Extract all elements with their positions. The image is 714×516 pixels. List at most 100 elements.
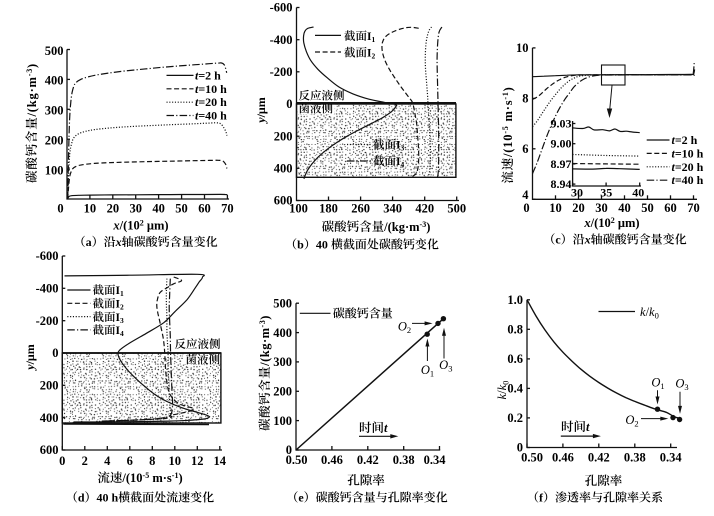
svg-text:k/k0: k/k0 <box>495 381 511 400</box>
svg-text:4: 4 <box>522 188 529 202</box>
svg-text:0.42: 0.42 <box>357 453 379 467</box>
svg-text:0.2: 0.2 <box>507 411 523 425</box>
svg-text:600: 600 <box>274 194 293 208</box>
svg-text:0.38: 0.38 <box>624 451 646 465</box>
svg-text:0.6: 0.6 <box>507 352 523 366</box>
svg-text:流速/(10-5 m·s-1): 流速/(10-5 m·s-1) <box>498 86 516 183</box>
svg-text:30: 30 <box>129 202 142 216</box>
svg-text:0.8: 0.8 <box>507 323 523 337</box>
svg-text:t=2 h: t=2 h <box>672 133 698 147</box>
svg-text:600: 600 <box>40 443 59 457</box>
svg-text:200: 200 <box>274 129 293 143</box>
svg-text:碳酸钙含量/(kg·m-3): 碳酸钙含量/(kg·m-3) <box>322 217 431 235</box>
svg-text:-200: -200 <box>270 65 293 79</box>
svg-text:100: 100 <box>273 414 292 428</box>
svg-text:70: 70 <box>687 201 700 215</box>
svg-text:t=40 h: t=40 h <box>195 109 227 123</box>
svg-text:60: 60 <box>664 201 677 215</box>
svg-text:9.03: 9.03 <box>551 117 572 131</box>
svg-text:60: 60 <box>198 202 211 216</box>
svg-text:40: 40 <box>618 201 631 215</box>
svg-text:100: 100 <box>45 163 64 177</box>
svg-text:500: 500 <box>447 202 466 216</box>
svg-text:1.0: 1.0 <box>507 293 523 307</box>
svg-text:0: 0 <box>517 441 523 455</box>
svg-text:70: 70 <box>221 202 234 216</box>
svg-text:流速/(10-5 m·s-1): 流速/(10-5 m·s-1) <box>97 468 182 486</box>
svg-text:0.46: 0.46 <box>552 451 574 465</box>
svg-text:10: 10 <box>516 41 529 55</box>
svg-text:50: 50 <box>641 201 654 215</box>
svg-text:0.50: 0.50 <box>286 453 308 467</box>
svg-text:t=20 h: t=20 h <box>672 160 704 174</box>
svg-text:y/μm: y/μm <box>23 344 37 371</box>
svg-text:12: 12 <box>191 454 204 468</box>
svg-text:30: 30 <box>571 185 583 199</box>
svg-text:菌液侧: 菌液侧 <box>186 351 221 367</box>
svg-text:8.94: 8.94 <box>551 177 572 191</box>
svg-text:0.38: 0.38 <box>393 453 415 467</box>
svg-text:（b）40 横截面处碳酸钙变化: （b）40 横截面处碳酸钙变化 <box>285 236 439 253</box>
svg-text:（a）沿x轴碳酸钙含量变化: （a）沿x轴碳酸钙含量变化 <box>74 233 218 250</box>
svg-text:300: 300 <box>273 355 292 369</box>
svg-text:截面I4: 截面I4 <box>373 153 404 169</box>
svg-text:400: 400 <box>273 326 292 340</box>
svg-text:4: 4 <box>104 454 111 468</box>
svg-text:340: 340 <box>383 202 402 216</box>
svg-text:180: 180 <box>319 202 338 216</box>
svg-text:-200: -200 <box>36 314 59 328</box>
svg-text:时间t: 时间t <box>359 418 388 436</box>
svg-text:100: 100 <box>289 202 308 216</box>
svg-text:0: 0 <box>59 454 65 468</box>
svg-text:碳酸钙含量/(kg·m-3): 碳酸钙含量/(kg·m-3) <box>22 63 40 183</box>
svg-text:t=40 h: t=40 h <box>672 173 704 187</box>
svg-text:-400: -400 <box>36 282 59 296</box>
svg-text:截面I1: 截面I1 <box>344 28 375 44</box>
svg-text:200: 200 <box>40 379 59 393</box>
svg-text:30: 30 <box>595 201 608 215</box>
svg-text:0: 0 <box>286 443 292 457</box>
svg-text:400: 400 <box>40 411 59 425</box>
svg-text:0.4: 0.4 <box>507 382 523 396</box>
svg-text:-400: -400 <box>270 33 293 47</box>
svg-text:截面I2: 截面I2 <box>344 44 375 60</box>
svg-text:6: 6 <box>127 454 133 468</box>
svg-text:2: 2 <box>82 454 88 468</box>
svg-text:孔隙率: 孔隙率 <box>585 471 623 489</box>
svg-text:截面I1: 截面I1 <box>93 282 124 298</box>
svg-text:300: 300 <box>45 104 64 118</box>
svg-text:截面I2: 截面I2 <box>93 296 124 312</box>
svg-text:时间t: 时间t <box>561 417 590 435</box>
svg-text:t=2 h: t=2 h <box>195 68 221 82</box>
svg-text:50: 50 <box>175 202 188 216</box>
svg-text:20: 20 <box>572 201 585 215</box>
svg-text:孔隙率: 孔隙率 <box>347 471 385 489</box>
svg-text:6: 6 <box>522 142 528 156</box>
svg-text:0: 0 <box>52 346 58 360</box>
svg-text:k/k0: k/k0 <box>640 305 659 321</box>
svg-text:10: 10 <box>84 202 97 216</box>
svg-text:（d）40 h横截面处流速变化: （d）40 h横截面处流速变化 <box>66 489 214 506</box>
svg-text:截面I4: 截面I4 <box>93 322 124 338</box>
svg-text:x/(102 μm): x/(102 μm) <box>112 219 168 233</box>
svg-text:500: 500 <box>45 44 64 58</box>
svg-text:35: 35 <box>600 185 612 199</box>
svg-text:0.34: 0.34 <box>424 453 447 467</box>
svg-text:260: 260 <box>351 202 370 216</box>
svg-text:0.42: 0.42 <box>588 451 610 465</box>
svg-text:x/(102 μm): x/(102 μm) <box>583 216 639 230</box>
svg-text:0.34: 0.34 <box>660 451 683 465</box>
svg-text:0: 0 <box>57 202 63 216</box>
svg-text:t=20 h: t=20 h <box>195 95 227 109</box>
svg-text:10: 10 <box>549 201 562 215</box>
svg-text:200: 200 <box>273 385 292 399</box>
svg-text:截面I3: 截面I3 <box>373 137 404 153</box>
svg-text:40: 40 <box>152 202 165 216</box>
svg-text:420: 420 <box>415 202 434 216</box>
svg-text:10: 10 <box>169 454 182 468</box>
svg-text:反应液侧: 反应液侧 <box>175 336 221 352</box>
svg-text:0: 0 <box>286 97 292 111</box>
svg-text:t=10 h: t=10 h <box>195 82 227 96</box>
svg-text:400: 400 <box>45 74 64 88</box>
svg-text:（f）渗透率与孔隙率关系: （f）渗透率与孔隙率关系 <box>527 489 663 506</box>
